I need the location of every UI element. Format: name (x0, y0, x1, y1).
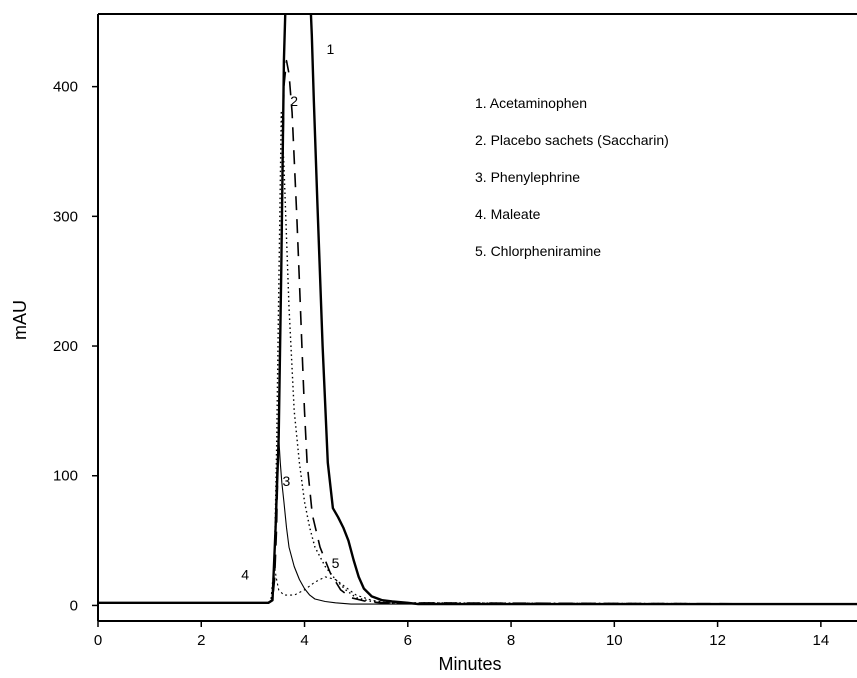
series-line-placebo-saccharin (98, 59, 857, 605)
peak-label: 4 (241, 566, 249, 582)
legend-entry: 4. Maleate (475, 206, 541, 222)
plot-area (97, 13, 857, 622)
series-line-chlorpheniramine (98, 111, 857, 605)
y-tick-label: 400 (53, 79, 78, 96)
y-axis-title: mAU (10, 300, 30, 340)
legend-entry: 5. Chlorpheniramine (475, 243, 601, 259)
y-tick-label: 200 (53, 338, 78, 355)
peak-label: 5 (332, 555, 340, 571)
series-line-phenylephrine (98, 436, 857, 605)
x-tick-label: 0 (94, 632, 102, 649)
y-axis-ticks: 0 100 200 300 400 (53, 79, 98, 614)
x-axis-ticks: 0 2 4 6 8 10 12 14 (94, 621, 829, 649)
x-tick-label: 12 (709, 632, 726, 649)
legend-entry: 1. Acetaminophen (475, 95, 587, 111)
x-tick-label: 4 (300, 632, 308, 649)
peak-label: 3 (283, 473, 291, 489)
peak-labels: 1 2 3 4 5 (241, 41, 339, 582)
x-tick-label: 14 (813, 632, 830, 649)
x-axis-title: Minutes (438, 654, 501, 674)
legend-entry: 2. Placebo sachets (Saccharin) (475, 132, 669, 148)
series-line-maleate (98, 565, 857, 605)
x-tick-label: 8 (507, 632, 515, 649)
series-layer (98, 14, 857, 606)
legend: 1. Acetaminophen 2. Placebo sachets (Sacc… (475, 95, 669, 259)
peak-label: 2 (290, 93, 298, 109)
x-tick-label: 10 (606, 632, 623, 649)
y-tick-label: 0 (70, 597, 78, 614)
x-tick-label: 6 (404, 632, 412, 649)
y-tick-label: 100 (53, 468, 78, 485)
legend-entry: 3. Phenylephrine (475, 169, 580, 185)
peak-label: 1 (326, 41, 334, 57)
y-tick-label: 300 (53, 208, 78, 225)
x-tick-label: 2 (197, 632, 205, 649)
